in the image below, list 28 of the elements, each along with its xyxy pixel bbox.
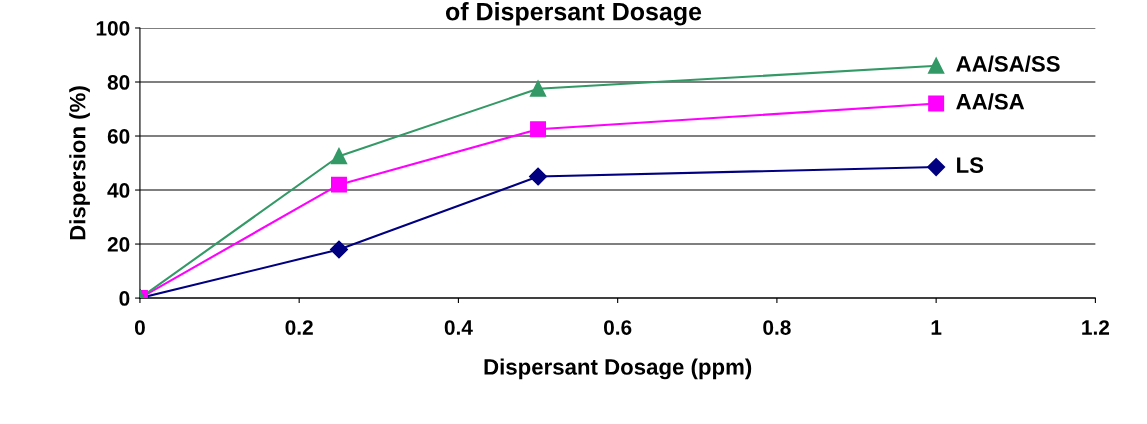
x-tick-label: 0.6 xyxy=(604,320,632,335)
x-tick-label: 1 xyxy=(931,320,942,335)
x-axis-title: Dispersant Dosage (ppm) xyxy=(484,358,752,380)
point xyxy=(331,176,347,193)
series-label: LS xyxy=(957,157,984,174)
point xyxy=(331,148,347,165)
point xyxy=(530,80,547,97)
point xyxy=(529,167,547,186)
x-tick-label: 0.2 xyxy=(285,320,313,335)
x-tick-label: 0 xyxy=(134,320,145,335)
y-tick-label: 60 xyxy=(107,129,130,144)
point xyxy=(928,57,945,74)
y-tick-label: 80 xyxy=(107,75,130,90)
series-label: AA/SA xyxy=(956,93,1025,110)
point xyxy=(530,121,547,138)
x-tick-label: 0.4 xyxy=(444,320,473,335)
y-axis-title: Dispersion (%) xyxy=(69,86,90,240)
series-label: AA/SA/SS xyxy=(956,55,1060,72)
x-tick-label: 0.8 xyxy=(763,320,791,335)
y-tick-label: 20 xyxy=(107,237,130,252)
x-tick-label: 1.2 xyxy=(1082,320,1110,335)
y-tick-label: 0 xyxy=(119,291,130,306)
chart-title: of Dispersant Dosage xyxy=(445,2,702,26)
y-tick-label: 100 xyxy=(96,20,130,36)
point xyxy=(928,95,945,112)
point xyxy=(330,240,348,259)
y-tick-label: 40 xyxy=(107,183,130,198)
point xyxy=(927,158,946,176)
